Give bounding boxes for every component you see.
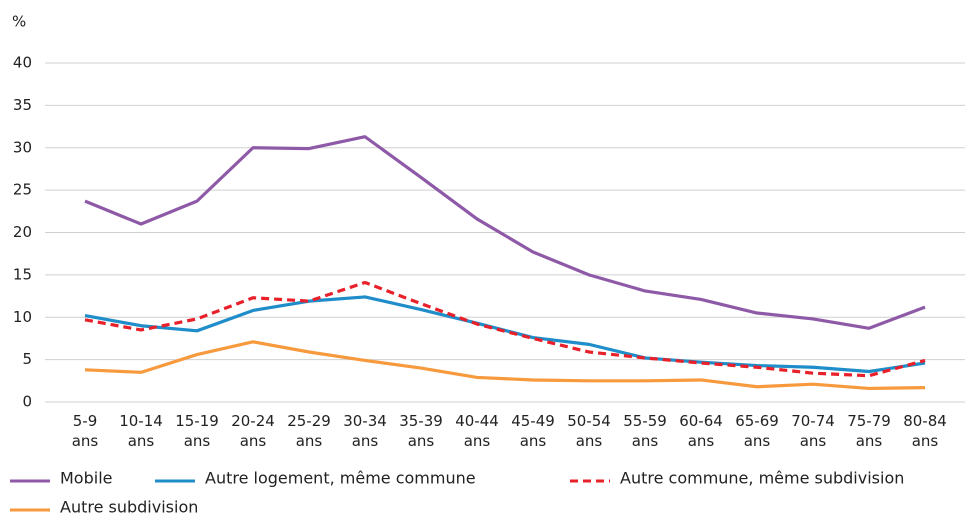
x-tick-label: 30-34 ans [343,412,387,450]
x-tick-label: 70-74 ans [791,412,835,450]
y-tick-label: 20 [13,223,32,241]
y-tick-label: 40 [13,54,32,72]
y-tick-label: 10 [13,308,32,326]
y-tick-label: 30 [13,138,32,156]
x-tick-label: 65-69 ans [735,412,779,450]
x-tick-label: 60-64 ans [679,412,723,450]
y-axis-label: % [12,13,26,31]
x-tick-label: 55-59 ans [623,412,667,450]
y-tick-label: 35 [13,96,32,114]
series-line [84,295,926,374]
x-tick-label: 35-39 ans [399,412,443,450]
series-line [84,340,926,391]
y-tick-label: 0 [22,393,32,411]
x-tick-label: 15-19 ans [175,412,219,450]
x-tick-label: 50-54 ans [567,412,611,450]
series-line [84,135,926,330]
x-tick-label: 5-9 ans [72,412,99,450]
legend-label: Autre commune, même subdivision [620,469,904,488]
x-tick-label: 80-84 ans [903,412,947,450]
y-tick-label: 25 [13,181,32,199]
x-tick-label: 75-79 ans [847,412,891,450]
y-tick-label: 15 [13,265,32,283]
y-tick-label: 5 [22,350,32,368]
series-line [84,280,926,378]
legend-label: Autre logement, même commune [205,469,476,488]
x-tick-label: 20-24 ans [231,412,275,450]
x-tick-label: 40-44 ans [455,412,499,450]
x-tick-label: 25-29 ans [287,412,331,450]
x-tick-label: 45-49 ans [511,412,555,450]
legend-label: Mobile [60,469,112,488]
legend-label: Autre subdivision [60,498,198,517]
x-tick-label: 10-14 ans [119,412,163,450]
